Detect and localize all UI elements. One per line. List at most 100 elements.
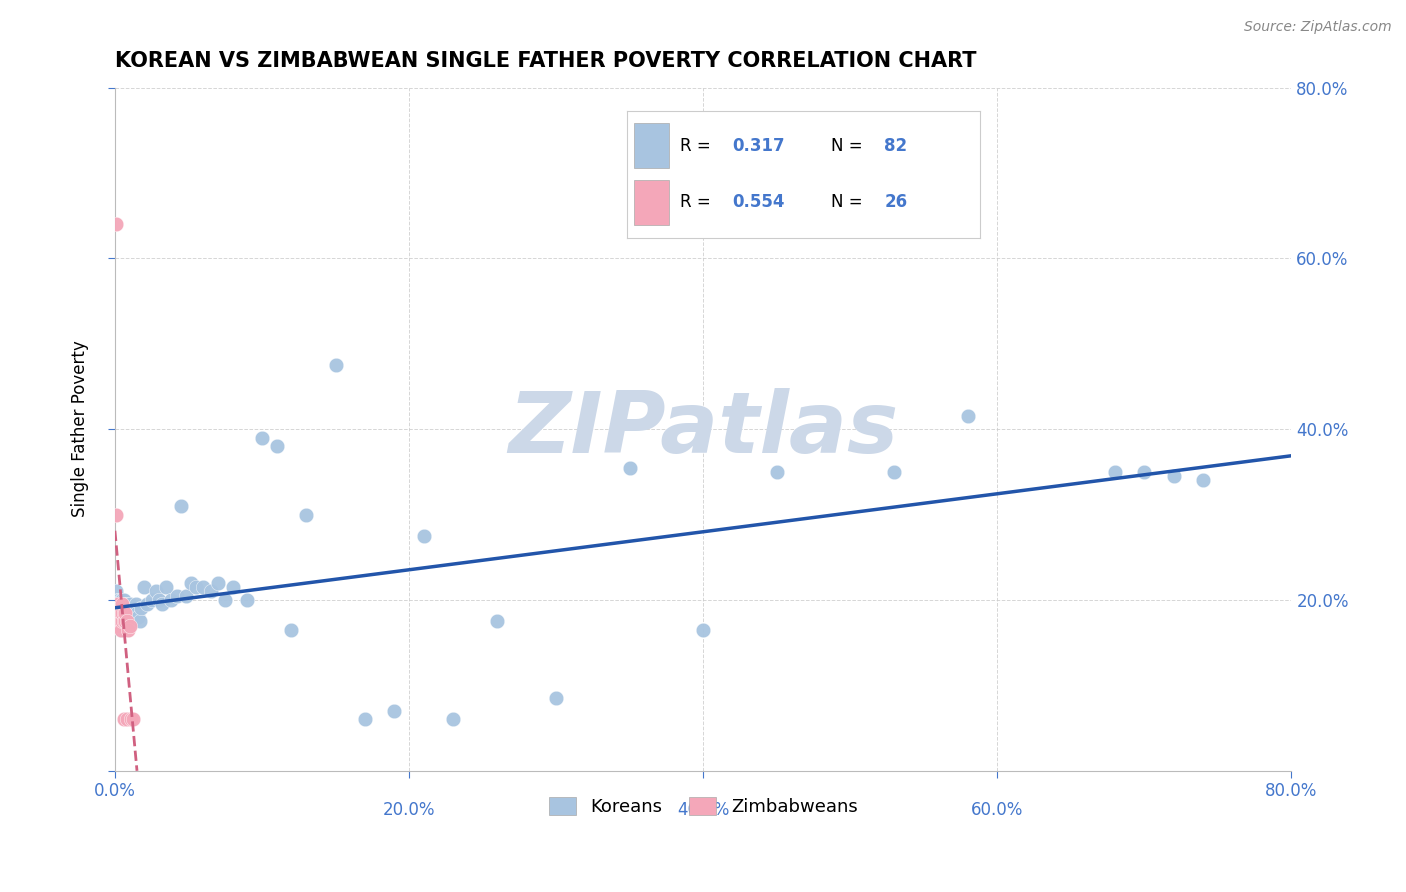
Point	[115, 713, 138, 727]
Point	[108, 614, 131, 628]
Point	[382, 704, 405, 718]
Point	[114, 614, 136, 628]
Point	[112, 614, 135, 628]
Point	[110, 623, 132, 637]
Point	[107, 606, 129, 620]
Point	[118, 618, 141, 632]
Point	[155, 580, 177, 594]
Point	[221, 580, 243, 594]
Point	[1163, 469, 1185, 483]
Point	[112, 593, 135, 607]
Point	[111, 606, 134, 620]
Point	[115, 597, 138, 611]
Point	[110, 606, 132, 620]
Legend: Koreans, Zimbabweans: Koreans, Zimbabweans	[541, 789, 865, 823]
Point	[150, 597, 173, 611]
Point	[250, 431, 273, 445]
Point	[354, 713, 377, 727]
Point	[236, 593, 259, 607]
Point	[148, 593, 170, 607]
Point	[120, 713, 142, 727]
Point	[546, 691, 568, 706]
Point	[180, 575, 202, 590]
Point	[325, 358, 347, 372]
Point	[111, 593, 134, 607]
Point	[207, 575, 229, 590]
Point	[108, 618, 131, 632]
Point	[114, 606, 136, 620]
Text: KOREAN VS ZIMBABWEAN SINGLE FATHER POVERTY CORRELATION CHART: KOREAN VS ZIMBABWEAN SINGLE FATHER POVER…	[115, 51, 976, 70]
Text: Source: ZipAtlas.com: Source: ZipAtlas.com	[1244, 20, 1392, 34]
Point	[111, 614, 134, 628]
Point	[110, 614, 132, 628]
Point	[486, 614, 509, 628]
Point	[112, 614, 135, 628]
Point	[111, 610, 134, 624]
Point	[114, 606, 136, 620]
Point	[136, 597, 159, 611]
Point	[412, 529, 434, 543]
Point	[214, 593, 236, 607]
Point	[145, 584, 167, 599]
Point	[124, 597, 146, 611]
Point	[112, 601, 135, 615]
Point	[107, 614, 129, 628]
Y-axis label: Single Father Poverty: Single Father Poverty	[72, 341, 89, 517]
Point	[105, 217, 128, 231]
Point	[117, 614, 139, 628]
Point	[619, 460, 641, 475]
Point	[105, 597, 128, 611]
Point	[118, 610, 141, 624]
Text: 20.0%: 20.0%	[382, 801, 436, 819]
Point	[129, 614, 152, 628]
Point	[692, 623, 714, 637]
Point	[114, 614, 136, 628]
Point	[1133, 465, 1156, 479]
Point	[108, 597, 131, 611]
Point	[141, 593, 163, 607]
Point	[105, 601, 128, 615]
Point	[956, 409, 979, 424]
Point	[765, 465, 787, 479]
Point	[105, 584, 128, 599]
Point	[108, 606, 131, 620]
Point	[1104, 465, 1126, 479]
Point	[112, 606, 135, 620]
Point	[159, 593, 181, 607]
Point	[112, 610, 135, 624]
Point	[170, 499, 193, 513]
Point	[121, 713, 143, 727]
Point	[111, 597, 134, 611]
Point	[193, 580, 215, 594]
Point	[110, 593, 132, 607]
Point	[110, 606, 132, 620]
Text: 40.0%: 40.0%	[678, 801, 730, 819]
Point	[117, 597, 139, 611]
Point	[108, 601, 131, 615]
Point	[108, 610, 131, 624]
Point	[110, 623, 132, 637]
Point	[107, 597, 129, 611]
Text: ZIPatlas: ZIPatlas	[508, 388, 898, 471]
Point	[107, 606, 129, 620]
Point	[127, 610, 149, 624]
Point	[115, 614, 138, 628]
Point	[108, 593, 131, 607]
Point	[111, 618, 134, 632]
Point	[110, 614, 132, 628]
Point	[883, 465, 905, 479]
Point	[107, 593, 129, 607]
Point	[125, 606, 148, 620]
Point	[122, 601, 145, 615]
Point	[111, 606, 134, 620]
Point	[131, 601, 153, 615]
Point	[266, 439, 288, 453]
Point	[114, 597, 136, 611]
Point	[115, 606, 138, 620]
Point	[166, 589, 188, 603]
Point	[117, 623, 139, 637]
Point	[108, 618, 131, 632]
Point	[115, 614, 138, 628]
Point	[174, 589, 197, 603]
Point	[118, 597, 141, 611]
